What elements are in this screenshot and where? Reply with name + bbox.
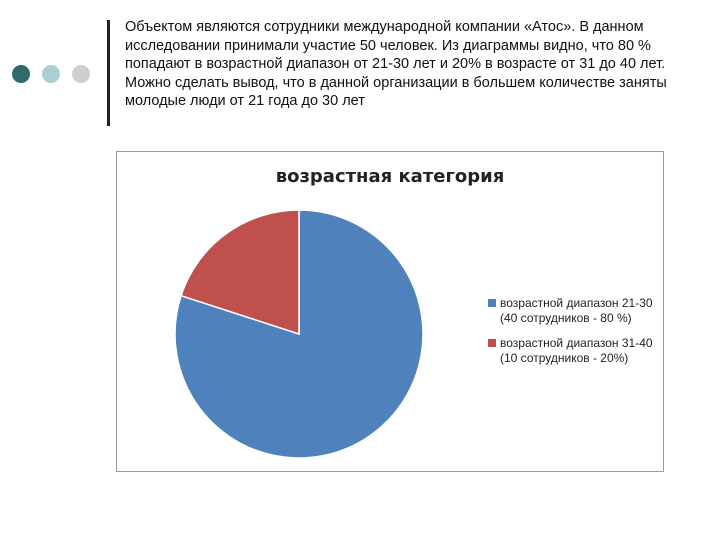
- bullet-dot-light: [42, 65, 60, 83]
- chart-title: возрастная категория: [275, 166, 505, 187]
- vertical-divider: [107, 20, 110, 126]
- pie-slice-2: [180, 209, 300, 336]
- pie-chart-plot: [174, 209, 424, 459]
- legend-swatch: [488, 339, 496, 347]
- chart-legend: возрастной диапазон 21-30 (40 сотрудников…: [488, 296, 658, 376]
- legend-item-2: возрастной диапазон 31-40 (10 сотрудников…: [488, 336, 658, 366]
- legend-label: возрастной диапазон 31-40: [500, 336, 653, 350]
- legend-sublabel: (10 сотрудников - 20%): [500, 351, 629, 365]
- pie-chart: возрастная категория возрастной диапазон…: [116, 151, 664, 472]
- legend-item-1: возрастной диапазон 21-30 (40 сотрудников…: [488, 296, 658, 326]
- legend-sublabel: (40 сотрудников - 80 %): [500, 311, 632, 325]
- legend-label: возрастной диапазон 21-30: [500, 296, 653, 310]
- intro-paragraph: Объектом являются сотрудники международн…: [125, 19, 667, 109]
- bullet-dot-grey: [72, 65, 90, 83]
- legend-swatch: [488, 299, 496, 307]
- bullet-dot-dark: [12, 65, 30, 83]
